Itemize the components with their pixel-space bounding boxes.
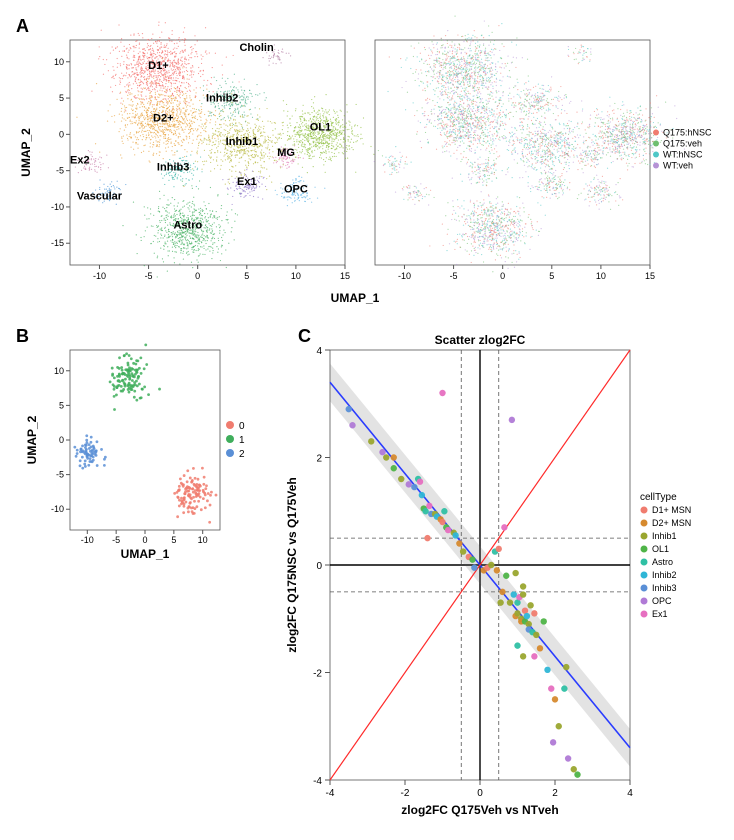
- svg-text:-5: -5: [145, 271, 153, 281]
- panelA-right: -10-5051015Q175:hNSCQ175:vehWT:hNSCWT:ve…: [374, 15, 712, 281]
- panelA-left: -10 -5 0 5 10 15 -15 -10 -5 0 5 10 D1+ Cholin Inhib2 D2…: [51, 21, 374, 281]
- svg-text:5: 5: [59, 93, 64, 103]
- svg-text:OPC: OPC: [284, 183, 308, 195]
- svg-text:Ex1: Ex1: [237, 176, 257, 188]
- svg-text:Cholin: Cholin: [239, 42, 273, 54]
- svg-text:Vascular: Vascular: [77, 191, 123, 203]
- svg-text:Inhib1: Inhib1: [226, 136, 258, 148]
- svg-text:0: 0: [59, 129, 64, 139]
- svg-text:10: 10: [596, 271, 606, 281]
- svg-text:D1+: D1+: [148, 60, 169, 72]
- svg-text:Ex2: Ex2: [70, 154, 90, 166]
- svg-text:15: 15: [645, 271, 655, 281]
- svg-text:-15: -15: [51, 238, 64, 248]
- svg-text:-5: -5: [450, 271, 458, 281]
- svg-text:10: 10: [291, 271, 301, 281]
- svg-text:-10: -10: [398, 271, 411, 281]
- panelB: -10-50510-10-50510UMAP_1UMAP_2012: [25, 343, 245, 561]
- svg-text:D2+: D2+: [153, 112, 174, 124]
- svg-text:5: 5: [549, 271, 554, 281]
- svg-text:15: 15: [340, 271, 350, 281]
- panelC: Scatter zlog2FC-4-4-2-2002244zlog2FC Q17…: [285, 333, 691, 817]
- svg-text:MG: MG: [277, 147, 295, 159]
- svg-text:UMAP_1: UMAP_1: [331, 291, 380, 305]
- svg-text:0: 0: [195, 271, 200, 281]
- svg-text:-10: -10: [93, 271, 106, 281]
- figure-svg: A UMAP_2 UMAP_1 -10 -5 0 5 10 15 -15 -10 -5 0 5 10 D1+ C…: [10, 10, 724, 830]
- svg-text:OL1: OL1: [310, 122, 331, 134]
- figure-root: A UMAP_2 UMAP_1 -10 -5 0 5 10 15 -15 -10 -5 0 5 10 D1+ C…: [10, 10, 724, 830]
- svg-text:-10: -10: [51, 202, 64, 212]
- svg-text:-5: -5: [56, 166, 64, 176]
- svg-text:Astro: Astro: [173, 220, 202, 232]
- svg-text:0: 0: [500, 271, 505, 281]
- svg-text:10: 10: [54, 57, 64, 67]
- svg-text:UMAP_2: UMAP_2: [19, 128, 33, 177]
- svg-text:5: 5: [244, 271, 249, 281]
- svg-text:Inhib3: Inhib3: [157, 162, 189, 174]
- svg-text:Inhib2: Inhib2: [206, 93, 238, 105]
- svg-text:A: A: [16, 16, 29, 36]
